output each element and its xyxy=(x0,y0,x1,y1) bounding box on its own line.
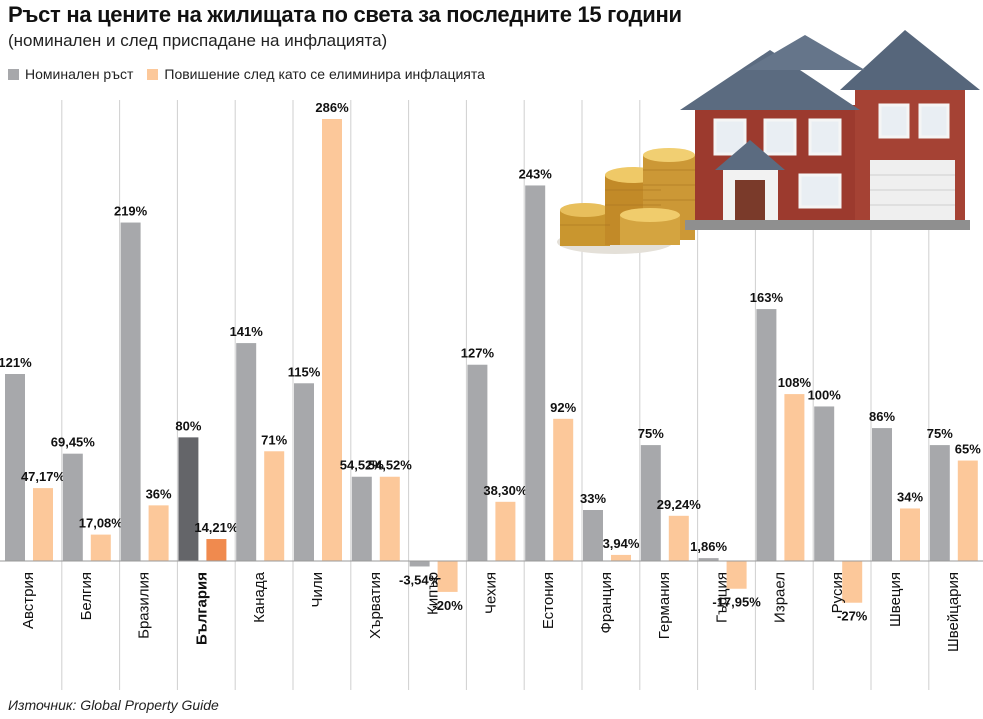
data-label: 115% xyxy=(288,364,321,379)
bar-nominal-11 xyxy=(640,445,661,561)
category-label: Хърватия xyxy=(367,572,384,639)
legend-swatch-nominal xyxy=(8,68,19,80)
category-label: Кипър xyxy=(425,572,442,615)
data-label: 127% xyxy=(461,346,495,361)
category-label: Чехия xyxy=(482,572,499,614)
data-label: 1,86% xyxy=(690,539,727,554)
bar-nominal-9 xyxy=(525,185,546,562)
category-label: Русия xyxy=(829,572,846,613)
data-label: 36% xyxy=(146,486,172,501)
data-label: -27% xyxy=(837,609,868,624)
data-label: 100% xyxy=(808,387,842,402)
category-label: България xyxy=(193,572,210,645)
bar-nominal-15 xyxy=(872,428,892,561)
data-label: -17,95% xyxy=(712,595,761,610)
data-label: 47,17% xyxy=(21,469,66,484)
bar-real-11 xyxy=(668,515,689,561)
data-label: 17,08% xyxy=(79,516,124,531)
data-label: 3,94% xyxy=(603,536,640,551)
data-label: 243% xyxy=(519,166,553,181)
bar-real-7 xyxy=(437,561,458,592)
category-label: Германия xyxy=(656,572,673,639)
data-label: 65% xyxy=(955,442,981,457)
data-label: 121% xyxy=(0,355,32,370)
category-label: Канада xyxy=(251,571,268,622)
data-label: 29,24% xyxy=(657,497,702,512)
bar-nominal-1 xyxy=(62,453,83,561)
data-label: 163% xyxy=(750,290,784,305)
data-label: 54,52% xyxy=(340,458,385,473)
category-label: Израел xyxy=(771,572,788,623)
bar-real-13 xyxy=(784,394,805,561)
data-label: 71% xyxy=(261,432,287,447)
legend-item-real: Повишение след като се елиминира инфлаци… xyxy=(147,66,485,82)
bar-nominal-4 xyxy=(236,343,257,561)
data-label: 14,21% xyxy=(194,520,239,535)
bar-nominal-12 xyxy=(698,558,719,561)
bar-nominal-3 xyxy=(178,437,199,561)
data-label: 75% xyxy=(927,426,953,441)
legend-label-nominal: Номинален ръст xyxy=(25,66,134,82)
category-label: Чили xyxy=(309,572,326,608)
bar-nominal-14 xyxy=(814,406,835,561)
category-label: Бразилия xyxy=(136,572,153,639)
bar-real-16 xyxy=(957,460,978,561)
data-label: -3,54% xyxy=(399,572,441,587)
data-label: 69,45% xyxy=(51,435,96,450)
bar-real-5 xyxy=(322,119,342,561)
bar-nominal-2 xyxy=(120,222,141,561)
bar-real-12 xyxy=(726,561,747,589)
bar-real-1 xyxy=(90,534,111,561)
bar-nominal-10 xyxy=(583,510,603,561)
bar-real-10 xyxy=(611,554,631,561)
legend-label-real: Повишение след като се елиминира инфлаци… xyxy=(164,66,485,82)
coin-stacks-icon xyxy=(557,148,695,254)
data-label: 141% xyxy=(230,324,264,339)
bar-real-0 xyxy=(33,488,53,561)
house-icon xyxy=(680,30,980,230)
bar-real-4 xyxy=(264,451,285,561)
chart-title: Ръст на цените на жилищата по света за п… xyxy=(8,2,682,27)
category-label: Естония xyxy=(540,572,557,629)
bar-real-9 xyxy=(553,418,574,561)
category-label: Австрия xyxy=(20,572,37,629)
bar-nominal-7 xyxy=(409,561,430,567)
data-label: 34% xyxy=(897,489,923,504)
category-label: Белгия xyxy=(78,572,95,620)
bar-real-14 xyxy=(842,561,863,603)
data-label: 75% xyxy=(638,426,664,441)
data-label: 33% xyxy=(580,491,606,506)
legend-swatch-real xyxy=(147,68,159,80)
bar-nominal-13 xyxy=(756,309,777,561)
bar-nominal-8 xyxy=(467,364,488,561)
data-label: 54,52% xyxy=(368,458,413,473)
category-label: Гърция xyxy=(714,572,731,623)
bar-real-6 xyxy=(379,476,400,561)
house-with-coins-illustration xyxy=(557,30,980,254)
legend: Номинален ръст Повишение след като се ел… xyxy=(8,66,499,82)
data-label: 219% xyxy=(114,204,148,219)
category-label: Швеция xyxy=(887,572,904,627)
legend-item-nominal: Номинален ръст xyxy=(8,66,133,82)
data-label: 86% xyxy=(869,409,895,424)
bar-real-15 xyxy=(900,508,920,561)
category-label: Франция xyxy=(598,572,615,633)
bar-nominal-5 xyxy=(294,383,314,561)
bar-real-2 xyxy=(148,505,169,561)
data-label: 286% xyxy=(315,100,349,115)
bar-nominal-0 xyxy=(5,374,25,561)
bar-nominal-6 xyxy=(351,476,372,561)
category-label: Швейцария xyxy=(945,572,962,652)
source-note: Източник: Global Property Guide xyxy=(8,697,219,713)
bar-real-8 xyxy=(495,501,516,561)
data-label: -20% xyxy=(432,598,463,613)
bar-nominal-16 xyxy=(929,445,950,561)
data-label: 92% xyxy=(550,400,576,415)
data-label: 38,30% xyxy=(483,483,528,498)
chart-subtitle: (номинален и след приспадане на инфлация… xyxy=(8,31,388,50)
bar-real-3 xyxy=(206,539,227,561)
data-label: 108% xyxy=(778,375,812,390)
data-label: 80% xyxy=(175,418,201,433)
